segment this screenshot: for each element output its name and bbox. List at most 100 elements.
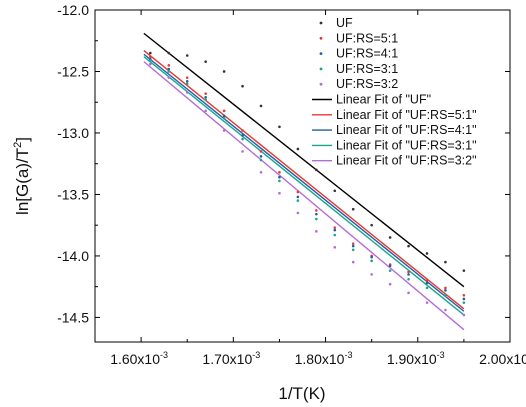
data-point [185, 82, 189, 86]
legend-marker [319, 52, 323, 55]
data-point [278, 179, 281, 183]
y-axis-title-base: ln[G(a)/T [13, 148, 32, 215]
data-point [259, 155, 263, 158]
data-point [315, 209, 318, 212]
data-point [462, 293, 466, 297]
data-point [333, 233, 337, 237]
legend-marker [319, 21, 323, 25]
x-tick-label: 1.70x10-3 [202, 350, 260, 367]
data-point [351, 244, 355, 248]
data-point [241, 137, 244, 141]
data-point [167, 64, 171, 67]
data-point [167, 51, 171, 55]
data-point [204, 96, 207, 99]
data-point [315, 217, 318, 221]
legend-label: UF:RS=3:2 [336, 77, 398, 91]
data-point [149, 55, 152, 59]
data-point [222, 116, 226, 120]
data-point [185, 54, 189, 57]
data-point [370, 259, 373, 263]
data-point [259, 150, 263, 153]
data-point [388, 264, 392, 268]
data-point [425, 301, 429, 304]
data-point [167, 70, 171, 73]
data-point [204, 60, 207, 63]
data-point [185, 80, 189, 83]
data-point [259, 104, 263, 108]
legend-marker [319, 67, 323, 71]
y-axis-ticks: -12.0 -12.5 -13.0 -13.5 -14.0 -14.5 [57, 2, 510, 325]
x-tick-label-exponent: -3 [437, 350, 445, 360]
data-point [351, 207, 355, 211]
data-point [241, 150, 244, 153]
data-point [204, 109, 207, 113]
data-point [296, 147, 300, 151]
x-tick-label-mantissa: 1.90x10 [387, 351, 437, 367]
x-tick-label: 1.60x10-3 [110, 350, 168, 367]
data-point [462, 301, 466, 304]
data-point [370, 223, 373, 227]
fit-line [143, 50, 465, 310]
legend-label: Linear Fit of "UF:RS=3:2" [336, 154, 477, 168]
fit-lines [143, 32, 465, 331]
data-point [241, 84, 244, 88]
data-point [333, 226, 337, 229]
x-tick-label: 1.80x10-3 [295, 350, 353, 367]
fit-line [143, 61, 465, 331]
series-points [149, 51, 466, 317]
data-point [444, 308, 447, 312]
data-point [278, 191, 281, 195]
legend-marker [319, 36, 323, 40]
y-tick-label: -13.0 [57, 125, 89, 141]
data-point [425, 281, 429, 285]
data-point [388, 269, 392, 272]
data-point [222, 129, 226, 132]
legend-label: Linear Fit of "UF:RS=5:1" [336, 108, 477, 122]
x-tick-label: 2.00x10-3 [479, 350, 526, 367]
series-group [149, 62, 466, 317]
y-tick-label: -13.5 [57, 186, 89, 202]
fit-line [143, 53, 465, 312]
data-point [296, 190, 300, 194]
legend-label: UF [336, 16, 353, 30]
data-point [259, 158, 263, 162]
data-point [370, 255, 373, 259]
data-point [278, 125, 281, 129]
data-point [444, 289, 447, 292]
x-tick-label-exponent: -3 [160, 350, 168, 360]
data-point [185, 76, 189, 79]
data-point [407, 291, 410, 295]
x-tick-label-mantissa: 2.00x10 [479, 351, 526, 367]
legend-marker [319, 82, 323, 86]
data-point [407, 270, 410, 274]
x-tick-label-mantissa: 1.70x10 [202, 351, 252, 367]
data-point [315, 168, 318, 172]
y-tick-label: -12.5 [57, 63, 89, 79]
legend-label: Linear Fit of "UF:RS=4:1" [336, 123, 477, 137]
data-point [222, 109, 226, 113]
legend-label: Linear Fit of "UF:RS=3:1" [336, 138, 477, 152]
series-group [149, 59, 466, 304]
data-point [149, 51, 152, 55]
series-group [149, 55, 466, 297]
x-tick-label-mantissa: 1.60x10 [110, 351, 160, 367]
y-axis-title-tail: ] [13, 137, 32, 142]
x-tick-label: 1.90x10-3 [387, 350, 445, 367]
data-point [425, 286, 429, 290]
data-point [241, 129, 244, 132]
data-point [204, 98, 207, 102]
data-point [278, 175, 281, 179]
data-point [278, 171, 281, 174]
data-point [351, 260, 355, 264]
data-point [333, 189, 337, 193]
y-axis-title: ln[G(a)/T2] [12, 137, 32, 215]
fit-line [143, 32, 465, 288]
y-tick-label: -12.0 [57, 2, 89, 18]
data-point [149, 59, 152, 62]
data-point [296, 199, 300, 202]
data-point [315, 212, 318, 216]
data-point [444, 286, 447, 290]
